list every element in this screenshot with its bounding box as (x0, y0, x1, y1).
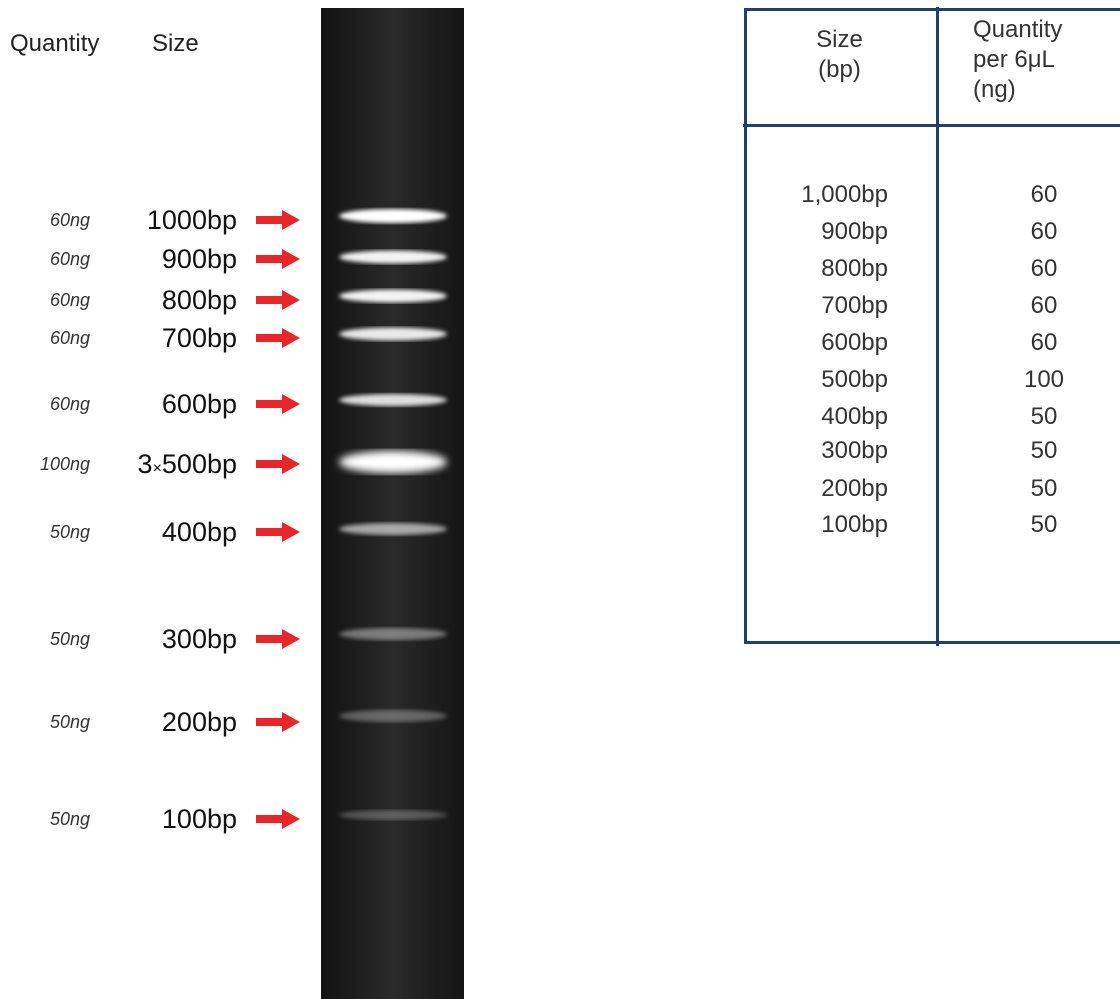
table-cell-size: 400bp (821, 403, 888, 430)
arrow-right-icon (256, 394, 300, 414)
gel-band (339, 710, 447, 722)
band-size: 800bp (161, 285, 237, 315)
table-cell-size: 1,000bp (801, 181, 888, 208)
ladder-row: 50ng 300bp (0, 619, 310, 659)
arrow-right-icon (256, 328, 300, 348)
table-cell-size: 300bp (821, 437, 888, 464)
table-cell-size: 100bp (821, 511, 888, 538)
gel-band (339, 810, 447, 820)
table-header-quantity: Quantity per 6μL (ng) (973, 15, 1062, 105)
gel-band (339, 209, 447, 223)
table-column-divider (936, 7, 939, 646)
ladder-row: 50ng 200bp (0, 702, 310, 742)
gel-band (339, 289, 447, 303)
table-header-quantity-line: (ng) (973, 76, 1016, 103)
ladder-row: 50ng 400bp (0, 512, 310, 552)
table-cell-quantity: 100 (1023, 366, 1065, 393)
arrow-right-icon (256, 809, 300, 829)
band-size-value: 500bp (161, 449, 237, 479)
table-cell-quantity: 60 (1030, 218, 1058, 245)
arrow-right-icon (256, 249, 300, 269)
arrow-right-icon (256, 290, 300, 310)
gel-band (339, 628, 447, 640)
size-header: Size (152, 30, 199, 57)
band-quantity: 50ng (49, 712, 90, 732)
gel-band (339, 250, 447, 264)
table-cell-size: 800bp (821, 255, 888, 282)
table-cell-quantity: 60 (1030, 255, 1058, 282)
table-cell-size: 600bp (821, 329, 888, 356)
gel-band (339, 394, 447, 406)
band-quantity: 60ng (49, 210, 90, 230)
table-cell-quantity: 60 (1030, 329, 1058, 356)
ladder-row: 60ng 600bp (0, 384, 310, 424)
table-cell-quantity: 60 (1030, 292, 1058, 319)
ladder-row: 60ng 900bp (0, 239, 310, 279)
arrow-right-icon (256, 454, 300, 474)
gel-band (339, 451, 447, 473)
ladder-row: 60ng 1000bp (0, 200, 310, 240)
gel-band (339, 523, 447, 535)
arrow-right-icon (256, 522, 300, 542)
band-size-multiplier: 3 (137, 449, 153, 479)
table-cell-size: 200bp (821, 475, 888, 502)
table-cell-quantity: 50 (1030, 403, 1058, 430)
ladder-row: 60ng 800bp (0, 280, 310, 320)
band-size: 300bp (161, 624, 237, 654)
band-quantity: 60ng (49, 394, 90, 414)
quantity-header: Quantity (10, 30, 100, 57)
table-header-size: Size (bp) (743, 25, 936, 85)
table-border (744, 8, 1120, 644)
ladder-row: 100ng 3×500bp (0, 444, 310, 484)
table-cell-quantity: 50 (1030, 475, 1058, 502)
band-quantity: 50ng (49, 809, 90, 829)
table-cell-quantity: 50 (1030, 511, 1058, 538)
band-quantity: 60ng (49, 290, 90, 310)
band-size: 200bp (161, 707, 237, 737)
table-cell-size: 700bp (821, 292, 888, 319)
ladder-row: 60ng 700bp (0, 318, 310, 358)
band-size: 900bp (161, 244, 237, 274)
band-size: 700bp (161, 323, 237, 353)
table-cell-quantity: 50 (1030, 437, 1058, 464)
table-cell-size: 900bp (821, 218, 888, 245)
band-quantity: 50ng (49, 522, 90, 542)
table-header-divider (743, 124, 1120, 127)
table-header-size-line: Size (816, 26, 863, 53)
table-cell-quantity: 60 (1030, 181, 1058, 208)
gel-band (339, 327, 447, 341)
gel-lane-image (321, 8, 464, 999)
band-quantity: 60ng (49, 328, 90, 348)
band-size: 100bp (161, 804, 237, 834)
band-quantity: 60ng (49, 249, 90, 269)
band-size: 600bp (161, 389, 237, 419)
band-quantity: 100ng (39, 454, 90, 474)
band-size: 400bp (161, 517, 237, 547)
table-cell-size: 500bp (821, 366, 888, 393)
times-sign: × (152, 460, 162, 477)
table-header-size-line: (bp) (818, 56, 861, 83)
ladder-row: 50ng 100bp (0, 799, 310, 839)
table-header-quantity-line: per 6μL (973, 46, 1055, 73)
table-header-quantity-line: Quantity (973, 16, 1063, 43)
arrow-right-icon (256, 712, 300, 732)
band-size: 3×500bp (100, 444, 237, 484)
band-quantity: 50ng (49, 629, 90, 649)
arrow-right-icon (256, 629, 300, 649)
arrow-right-icon (256, 210, 300, 230)
ladder-table: Size (bp) Quantity per 6μL (ng) 1,000bp 60 90… (743, 7, 1120, 646)
band-size: 1000bp (146, 205, 237, 235)
